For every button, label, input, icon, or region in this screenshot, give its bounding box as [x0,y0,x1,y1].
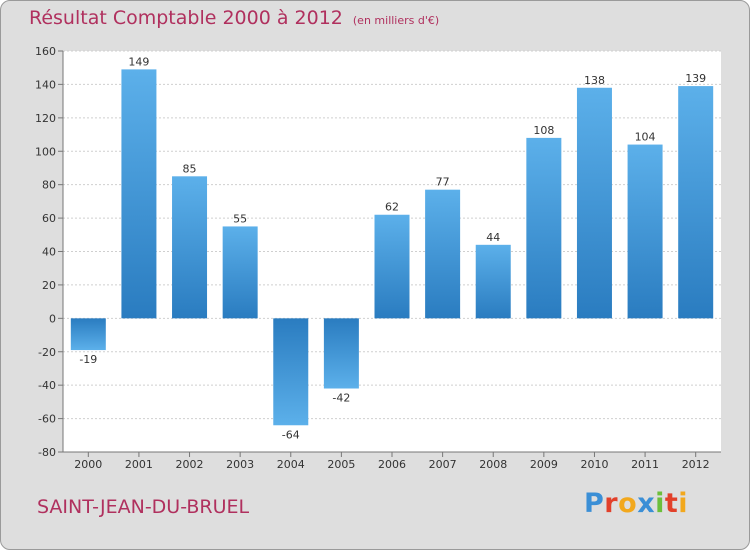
bar-2009 [526,137,562,319]
place-name: SAINT-JEAN-DU-BRUEL [37,496,250,518]
x-tick-label: 2009 [530,458,558,471]
bar-2001 [121,69,157,319]
y-tick-label: -20 [38,346,56,359]
bar-2004 [273,318,309,426]
data-label-2009: 108 [533,124,554,137]
y-tick-label: -60 [38,413,56,426]
x-tick-label: 2004 [277,458,305,471]
data-label-2011: 104 [635,131,656,144]
data-label-2004: -64 [282,428,300,441]
y-tick-label: 160 [35,45,56,58]
bar-2007 [425,189,461,319]
logo-letter: i [678,488,689,519]
bar-2012 [678,86,714,319]
data-labels: -19 149 85 55 -64 -42 62 77 44 108 138 104 139 [79,55,706,441]
data-label-2003: 55 [233,212,247,225]
y-tick-label: 80 [42,179,56,192]
data-label-2007: 77 [436,176,450,189]
bar-2006 [374,214,410,319]
data-label-2008: 44 [486,231,500,244]
x-tick-label: 2008 [479,458,507,471]
bar-2010 [576,87,612,319]
logo-letter: o [618,488,638,519]
chart-title: Résultat Comptable 2000 à 2012 (en millie… [29,7,439,29]
x-tick-label: 2011 [631,458,659,471]
x-tick-label: 2003 [226,458,254,471]
x-tick-label: 2005 [327,458,355,471]
x-tick-label: 2000 [74,458,102,471]
logo-letter: t [664,488,679,519]
data-label-2012: 139 [685,72,706,85]
y-tick-label: 40 [42,246,56,259]
bar-2003 [222,226,258,319]
bars [70,69,714,426]
bar-2002 [172,176,208,319]
y-tick-label: 60 [42,212,56,225]
x-tick-label: 2012 [682,458,710,471]
x-tick-label: 2006 [378,458,406,471]
logo-letter: P [584,488,605,519]
proxiti-logo: Proxiti [584,488,688,519]
y-tick-label: -40 [38,379,56,392]
x-tick-label: 2001 [125,458,153,471]
chart-title-text: Résultat Comptable 2000 à 2012 [29,7,343,29]
bar-2008 [475,244,511,319]
y-tick-label: 120 [35,112,56,125]
logo-letter: i [655,488,665,519]
data-label-2005: -42 [332,392,350,405]
data-label-2002: 85 [183,162,197,175]
y-tick-label: 100 [35,145,56,158]
unit-note: (en milliers d'€) [352,14,440,27]
data-label-2006: 62 [385,201,399,214]
bar-2000 [70,318,106,351]
y-tick-label: 20 [42,279,56,292]
y-tick-label: 140 [35,78,56,91]
data-label-2010: 138 [584,74,605,87]
x-tick-label: 2010 [580,458,608,471]
data-label-2001: 149 [128,55,149,68]
data-label-2000: -19 [79,353,97,366]
x-tick-label: 2007 [429,458,457,471]
x-tick-label: 2002 [176,458,204,471]
axes: -80 -60 -40 -20 0 20 40 60 80 100 120 140 160 2000 200… [35,45,721,471]
bar-2005 [323,318,359,389]
bar-2011 [627,144,663,319]
logo-letter: x [637,488,656,519]
logo-letter: r [604,488,619,519]
y-tick-label: -80 [38,446,56,459]
y-tick-label: 0 [49,312,56,325]
